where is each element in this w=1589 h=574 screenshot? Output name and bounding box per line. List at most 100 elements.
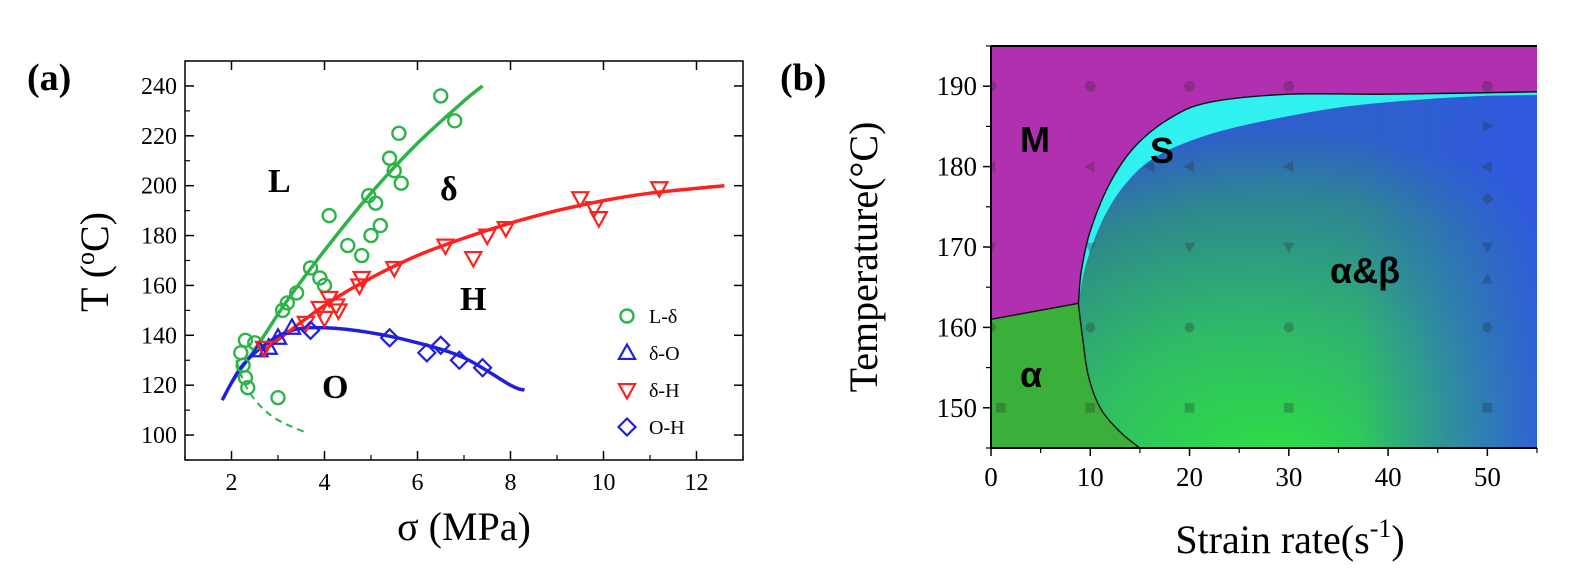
data-point	[584, 201, 605, 219]
grid-marker	[1283, 322, 1294, 333]
data-point	[449, 350, 470, 371]
data-point	[570, 191, 591, 209]
panel-b-x-axis-title: Strain rate(s-1)	[1175, 514, 1404, 562]
grid-marker	[1084, 81, 1097, 92]
x-tick-label: 40	[1375, 462, 1402, 492]
data-point	[314, 310, 335, 329]
grid-marker	[1085, 403, 1096, 413]
grid-marker	[1183, 81, 1196, 92]
grid-marker	[1481, 160, 1492, 173]
panel-a-ticks: 2 4 6 8 10 12 100 120 140 160 180 200 220 240	[141, 60, 744, 496]
grid-marker	[1483, 120, 1494, 133]
data-point	[302, 260, 319, 276]
x-tick-label: 8	[505, 470, 517, 496]
grid-marker	[1184, 322, 1195, 333]
data-point	[463, 250, 484, 269]
panel-b-axes: 0 10 20 30 40 50 150 160 170 180 190	[937, 45, 1538, 492]
panel-a-label: (a)	[27, 57, 71, 99]
data-point	[381, 150, 398, 166]
x-tick-label: 20	[1176, 462, 1203, 492]
grid-marker	[1481, 242, 1494, 253]
data-point	[416, 342, 437, 363]
data-point	[588, 211, 609, 229]
data-point	[340, 237, 356, 254]
data-point	[430, 335, 451, 356]
legend-marker	[617, 382, 637, 401]
y-tick-label: 160	[141, 273, 177, 299]
legend-label: δ-O	[649, 343, 680, 365]
region-label-alpha: α	[1020, 354, 1042, 395]
grid-marker	[1481, 273, 1494, 284]
data-point	[372, 217, 388, 234]
data-point	[649, 181, 670, 199]
data-point	[363, 227, 379, 244]
grid-marker	[1482, 322, 1493, 333]
grid-marker	[1085, 322, 1096, 333]
data-point	[240, 379, 256, 396]
panel-a-plot: 2 4 6 8 10 12 100 120 140 160 180 200 220 240	[141, 60, 744, 496]
data-point	[268, 327, 288, 345]
legend-marker	[616, 416, 638, 438]
data-point	[328, 303, 349, 322]
y-tick-label: 240	[141, 74, 177, 100]
data-point	[367, 195, 384, 211]
data-point	[391, 125, 407, 142]
panel-a-legend: L-δ δ-O δ-H O-H	[616, 306, 685, 439]
panel-b-y-axis-title: Temperature(°C)	[841, 122, 886, 393]
data-point	[379, 327, 400, 348]
grid-marker	[991, 81, 997, 92]
grid-marker	[1482, 403, 1493, 413]
dashed-curve	[235, 359, 307, 434]
region-alpha	[991, 302, 1142, 448]
grid-marker	[1282, 81, 1295, 92]
y-tick-label: 160	[937, 312, 978, 342]
region-label-H: H	[460, 281, 486, 318]
grid-marker	[1284, 403, 1294, 413]
data-point	[300, 320, 321, 341]
x-tick-label: 0	[984, 462, 998, 492]
grid-marker	[996, 403, 1006, 413]
panel-b-regions	[991, 46, 1537, 448]
data-point	[349, 278, 370, 297]
data-point	[354, 247, 370, 264]
grid-marker	[1183, 160, 1194, 173]
data-point	[309, 300, 330, 319]
grid-marker	[1183, 242, 1196, 253]
y-tick-label: 220	[141, 124, 177, 150]
y-tick-label: 190	[937, 71, 978, 101]
data-point	[233, 345, 249, 361]
panel-a-x-axis-title: σ (MPa)	[397, 504, 531, 549]
grid-marker	[1143, 160, 1155, 173]
data-point	[270, 389, 286, 406]
data-point	[237, 332, 254, 348]
y-tick-label: 100	[141, 423, 177, 449]
region-label-delta: δ	[440, 171, 458, 208]
y-tick-label: 180	[937, 152, 978, 182]
data-point	[472, 357, 493, 378]
data-point	[279, 295, 295, 311]
data-point	[433, 88, 449, 104]
data-point	[295, 315, 316, 334]
x-tick-label: 10	[592, 470, 616, 496]
x-tick-label: 30	[1275, 462, 1302, 492]
region-label-alpha-beta: α&β	[1330, 250, 1400, 291]
data-point	[384, 260, 405, 279]
legend-marker	[617, 342, 637, 361]
y-tick-label: 200	[141, 174, 177, 200]
data-point	[386, 163, 402, 179]
panel-b-markers	[991, 81, 1494, 413]
grid-marker	[991, 242, 997, 253]
y-tick-label: 120	[141, 373, 177, 399]
legend-label: O-H	[649, 417, 685, 439]
region-label-L: L	[268, 163, 291, 200]
data-point	[447, 113, 463, 129]
data-point	[254, 340, 274, 359]
region-label-S: S	[1150, 130, 1174, 171]
x-tick-label: 2	[226, 470, 238, 496]
legend-label: L-δ	[649, 306, 677, 328]
data-point	[282, 317, 302, 335]
phase-boundary	[1077, 91, 1537, 304]
grid-marker	[1283, 242, 1295, 253]
region-alpha-beta-shade	[1078, 95, 1537, 448]
